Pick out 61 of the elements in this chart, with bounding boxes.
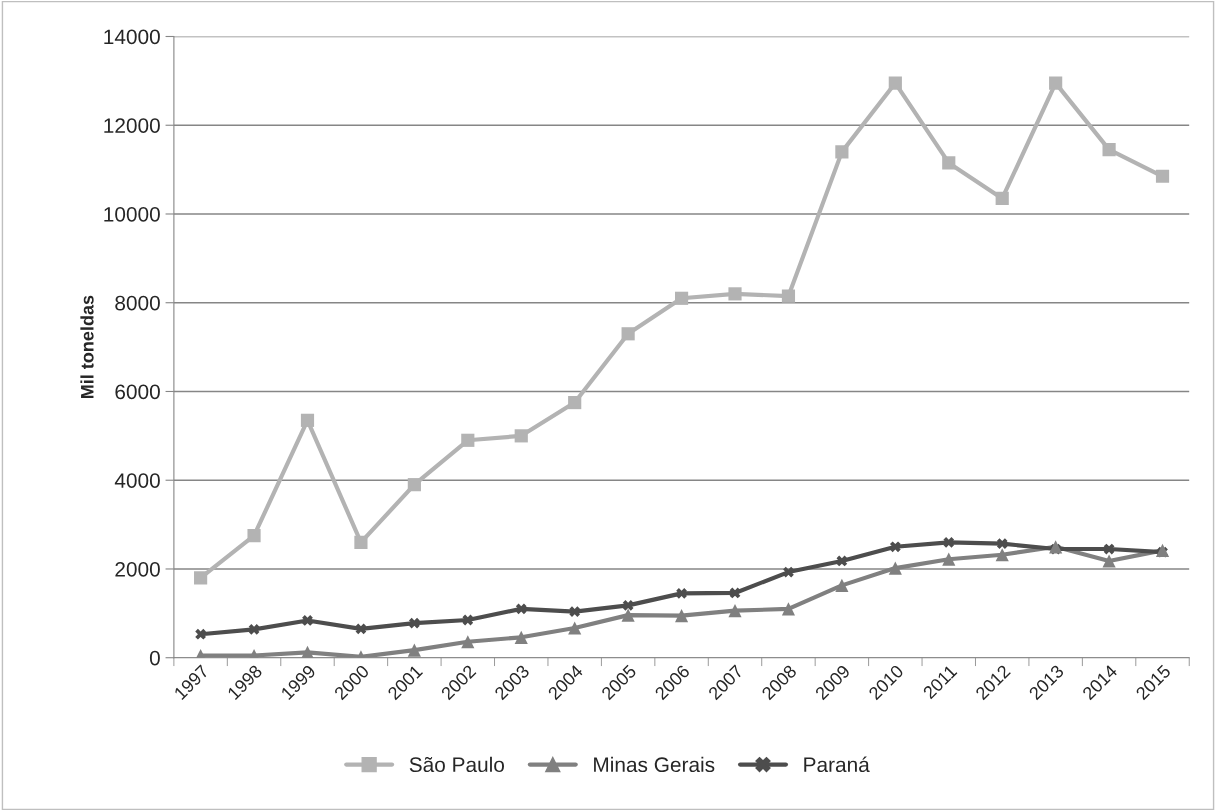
point [461,433,475,447]
point [247,529,261,543]
point [195,628,206,640]
y-tick-label: 14000 [104,29,160,45]
point [1102,143,1116,157]
point [674,291,689,305]
point [462,614,474,626]
point [781,289,796,303]
point [728,287,742,301]
point [1103,543,1115,555]
point [996,538,1008,550]
point [621,327,635,341]
point [995,191,1009,206]
point [942,552,956,566]
point [676,588,687,599]
point [194,571,208,585]
point [622,599,634,611]
point [835,578,849,592]
point [407,643,421,657]
y-tick-label: 12000 [104,118,160,133]
point [515,603,527,615]
point [568,621,582,635]
point [300,413,315,427]
point [729,587,741,599]
point [836,555,848,567]
y-tick-label: 0 [149,650,160,666]
point [568,395,582,410]
point [728,604,742,618]
point [674,608,689,623]
point [461,635,475,649]
point [354,535,368,549]
point [943,536,955,548]
point [569,606,581,617]
point [781,602,796,616]
point [1102,554,1116,568]
point [1155,169,1170,183]
legend-label: Paraná [804,756,870,773]
y-tick-label: 10000 [104,206,160,222]
y-tick-label: 8000 [115,295,160,311]
point [621,608,635,622]
point [889,541,901,553]
point [835,145,849,159]
point [888,561,902,575]
y-tick-label: 6000 [115,384,160,400]
point [514,429,528,443]
y-axis-title: Mil toneldas [80,295,94,399]
point [355,623,367,635]
point [783,566,794,578]
point [407,478,421,492]
point [408,617,420,629]
y-tick-label: 2000 [115,561,160,577]
y-tick-label: 4000 [114,473,160,488]
legend-label: São Paulo [409,756,504,773]
point [888,76,902,90]
point [514,630,528,644]
point [995,548,1009,562]
point [942,156,956,170]
point [302,615,313,626]
legend-label: Minas Gerais [594,756,715,773]
point [248,623,260,635]
point [1049,76,1063,90]
